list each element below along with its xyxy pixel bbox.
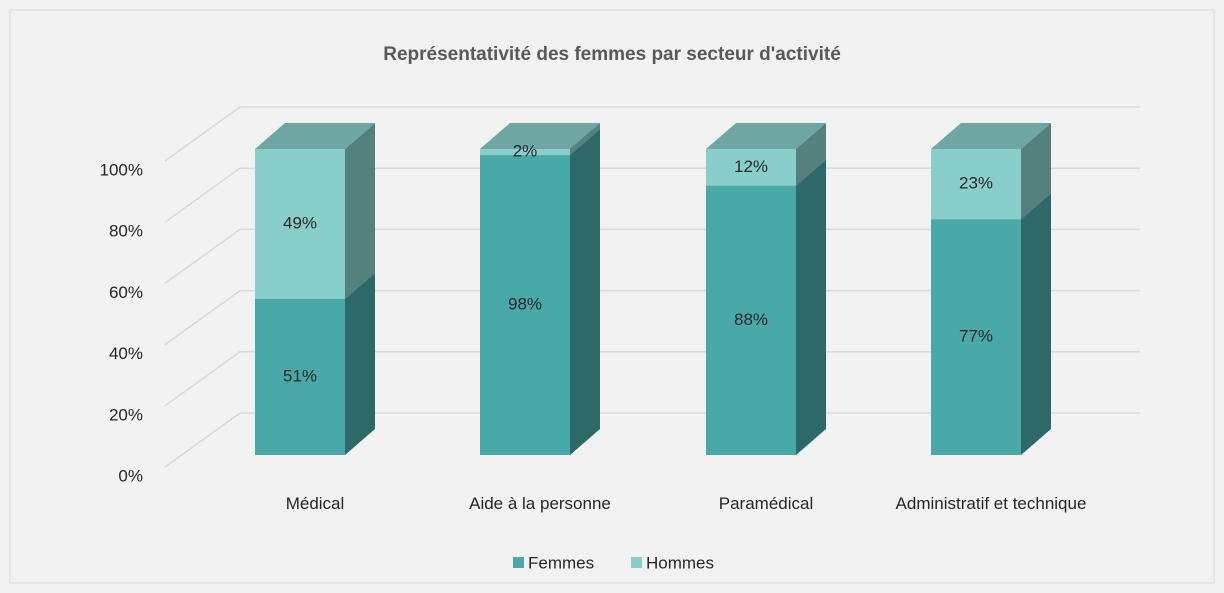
y-tick-label: 20%: [109, 405, 143, 424]
data-label: 88%: [734, 310, 768, 329]
data-label: 77%: [959, 327, 993, 346]
bar-side: [1021, 123, 1051, 220]
grid-line: [164, 289, 1140, 346]
x-tick-label: Aide à la personne: [469, 494, 611, 513]
data-label: 12%: [734, 157, 768, 176]
bar-top: [255, 123, 375, 149]
y-tick-label: 40%: [109, 344, 143, 363]
bar: [480, 149, 570, 156]
x-tick-label: Paramédical: [718, 494, 814, 513]
y-tick-label: 0%: [118, 466, 143, 485]
data-label: 98%: [508, 295, 542, 314]
chart-title: Représentativité des femmes par secteur …: [383, 44, 841, 65]
data-label: 49%: [283, 213, 317, 232]
grid-line: [164, 167, 1140, 223]
bar: [480, 155, 570, 455]
grid-line: [164, 412, 1140, 468]
legend-swatch: [631, 557, 642, 568]
legend-label: Femmes: [528, 553, 594, 572]
bar-side: [796, 159, 826, 455]
x-tick-label: Médical: [285, 494, 345, 513]
bar: [255, 298, 345, 455]
bar-side: [570, 129, 600, 455]
data-label: 2%: [513, 142, 538, 161]
bar-side: [345, 272, 375, 455]
legend-label: Hommes: [646, 553, 714, 572]
bar-side: [1021, 193, 1051, 455]
bar: [931, 149, 1021, 220]
bar-top: [706, 123, 826, 149]
bar-side: [345, 123, 375, 299]
legend-swatch: [513, 557, 524, 568]
grid-line: [164, 351, 1140, 407]
y-tick-label: 60%: [109, 283, 143, 302]
grid-line: [164, 228, 1140, 285]
bar-top: [480, 123, 600, 149]
data-label: 23%: [959, 174, 993, 193]
grid-line: [164, 106, 1140, 162]
bar: [931, 219, 1021, 455]
bar-side: [570, 123, 600, 156]
bar: [706, 149, 796, 186]
x-tick-label: Administratif et technique: [895, 494, 1087, 513]
y-tick-label: 100%: [100, 160, 143, 179]
bar-top: [931, 123, 1051, 149]
data-label: 51%: [283, 366, 317, 385]
y-tick-label: 80%: [109, 222, 143, 241]
bar-side: [796, 123, 826, 186]
chart-border: [9, 9, 1215, 584]
bar: [706, 185, 796, 455]
bar: [255, 149, 345, 299]
